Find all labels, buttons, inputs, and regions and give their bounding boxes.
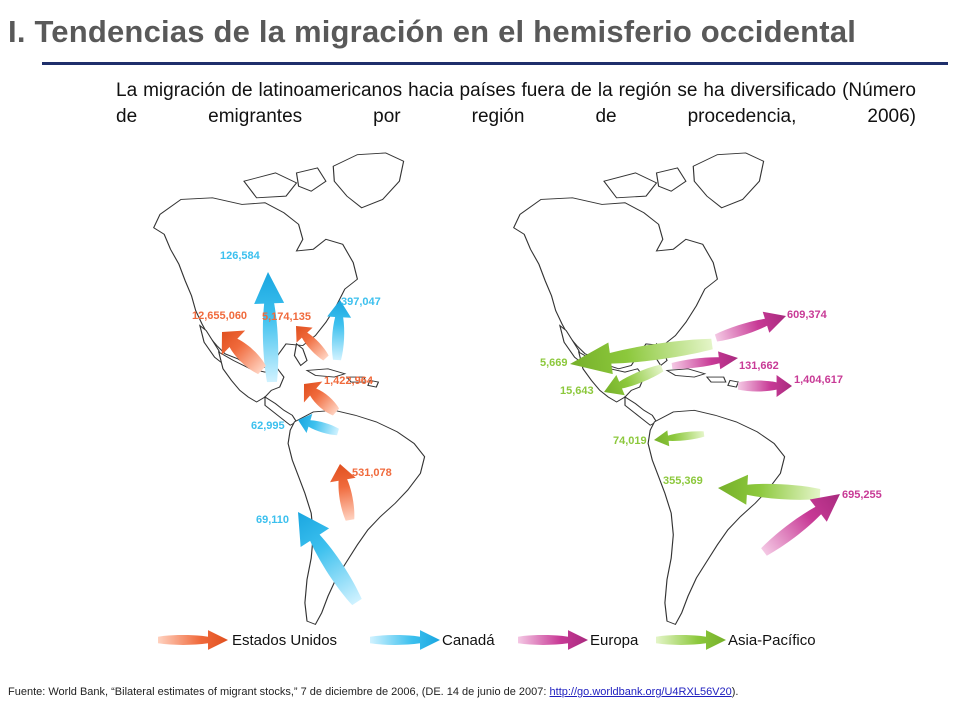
migration-maps: 126,584 12,655,060 5,174,135 397,047 1,4… — [153, 152, 882, 650]
page-subtitle: La migración de latinoamericanos hacia p… — [116, 80, 916, 127]
source-text: Fuente: World Bank, “Bilateral estimates… — [8, 686, 550, 698]
label-left-12655060: 12,655,060 — [192, 310, 247, 322]
label-left-531078: 531,078 — [352, 467, 392, 479]
label-right-355369: 355,369 — [663, 475, 703, 487]
legend-swatch-estados-unidos — [158, 630, 228, 650]
legend-label-europa: Europa — [590, 632, 639, 649]
map-left — [153, 152, 426, 625]
label-right-5669: 5,669 — [540, 357, 568, 369]
source-link[interactable]: http://go.worldbank.org/U4RXL56V20 — [549, 686, 732, 698]
page-title: I. Tendencias de la migración en el hemi… — [8, 14, 857, 49]
label-left-1422964: 1,422,964 — [324, 375, 374, 387]
label-left-5174135: 5,174,135 — [262, 311, 311, 323]
label-left-397047: 397,047 — [341, 296, 381, 308]
legend-item-canada: Canadá — [370, 630, 495, 650]
legend-swatch-canada — [370, 630, 440, 650]
legend-swatch-europa — [518, 630, 588, 650]
label-right-131662: 131,662 — [739, 360, 779, 372]
label-right-74019: 74,019 — [613, 435, 647, 447]
label-left-69110: 69,110 — [256, 514, 289, 526]
source-end: ). — [731, 686, 739, 698]
label-right-609374: 609,374 — [787, 309, 828, 321]
label-right-695255: 695,255 — [842, 489, 882, 501]
source-note: Fuente: World Bank, “Bilateral estimates… — [8, 686, 739, 698]
label-right-1404617: 1,404,617 — [794, 374, 843, 386]
label-left-126584: 126,584 — [220, 250, 261, 262]
arrow-to-europe-from-mexico — [712, 305, 790, 349]
legend: Estados Unidos Canadá Europa Asia-Pacífi… — [158, 630, 816, 650]
arrow-to-europe-from-andes — [738, 375, 792, 397]
legend-item-estados-unidos: Estados Unidos — [158, 630, 337, 650]
legend-item-asia-pacifico: Asia-Pacífico — [656, 630, 816, 650]
legend-label-estados-unidos: Estados Unidos — [232, 632, 337, 649]
title-divider — [42, 62, 948, 65]
legend-label-canada: Canadá — [442, 632, 495, 649]
legend-swatch-asia-pacifico — [656, 630, 726, 650]
label-right-15643: 15,643 — [560, 385, 594, 397]
legend-label-asia-pacifico: Asia-Pacífico — [728, 632, 816, 649]
label-left-62995: 62,995 — [251, 420, 285, 432]
legend-item-europa: Europa — [518, 630, 639, 650]
